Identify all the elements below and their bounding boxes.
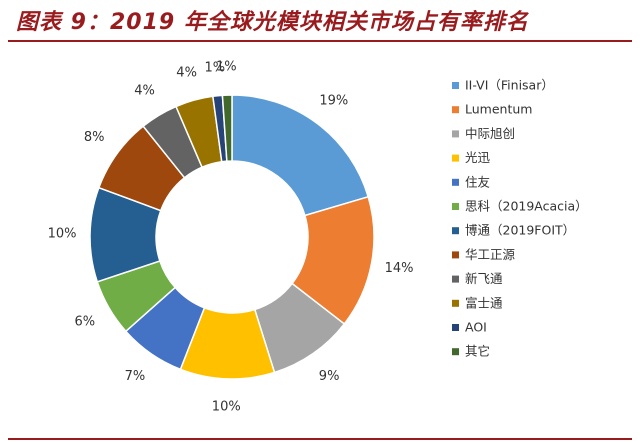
legend-label-lumentum: Lumentum [465,102,532,117]
figure-title: 图表 9：2019 年全球光模块相关市场占有率排名 [16,10,529,35]
legend-swatch-ii-vi-finisar [452,82,459,89]
legend-swatch-item-10 [452,299,459,307]
legend-label-item-3: 中际旭创 [465,126,515,141]
legend-swatch-item-9 [452,275,459,283]
bottom-rule [8,438,632,440]
slice-label-item-9: 4% [134,84,155,99]
legend-swatch-aoi [452,324,459,331]
legend-label-aoi: AOI [465,320,487,335]
slice-label-item-3: 9% [319,369,340,384]
slice-label-aoi: 1% [204,60,225,75]
legend-swatch-item-3 [452,130,459,138]
legend-label-item-8: 华工正源 [465,247,516,262]
donut-slice-ii-vi-finisar [231,94,370,217]
top-rule [8,40,632,42]
legend-label-item-9: 新飞通 [465,271,503,286]
slice-label-ii-vi-finisar: 19% [319,93,348,108]
legend-label-item-4: 光迅 [465,150,491,165]
legend-swatch-lumentum [452,106,459,114]
legend-swatch-2019acacia [452,203,459,210]
slice-label-item-12: 1% [216,60,237,75]
chart-legend: II-VI（Finisar） Lumentum 中际旭创光迅住友思科（2019Aca… [452,78,588,359]
slice-labels: 19% 14% 9% 10% 7% 6% 10% 8% 4% 4% 1%1% [48,60,414,415]
legend-label-item-5: 住友 [465,174,490,189]
donut-slice-item-12 [221,94,233,162]
legend-swatch-2019foit [452,227,459,235]
legend-label-2019acacia: 思科（2019Acacia） [465,199,588,214]
slice-label-item-4: 10% [212,399,241,414]
donut-slices [89,94,375,380]
legend-swatch-item-5 [452,178,459,186]
legend-label-2019foit: 博通（2019FOIT） [465,223,575,238]
slice-label-2019acacia: 6% [74,315,95,330]
slice-label-item-10: 4% [176,66,197,81]
legend-swatch-item-12 [452,348,459,356]
legend-swatch-item-4 [452,154,459,162]
legend-label-item-10: 富士通 [465,295,503,310]
legend-swatch-item-8 [452,251,459,259]
legend-label-ii-vi-finisar: II-VI（Finisar） [465,78,554,93]
slice-label-item-5: 7% [125,369,146,384]
slice-label-lumentum: 14% [385,261,414,276]
slice-label-2019foit: 10% [48,227,77,242]
legend-label-item-12: 其它 [465,344,490,359]
slice-label-item-8: 8% [84,130,105,145]
